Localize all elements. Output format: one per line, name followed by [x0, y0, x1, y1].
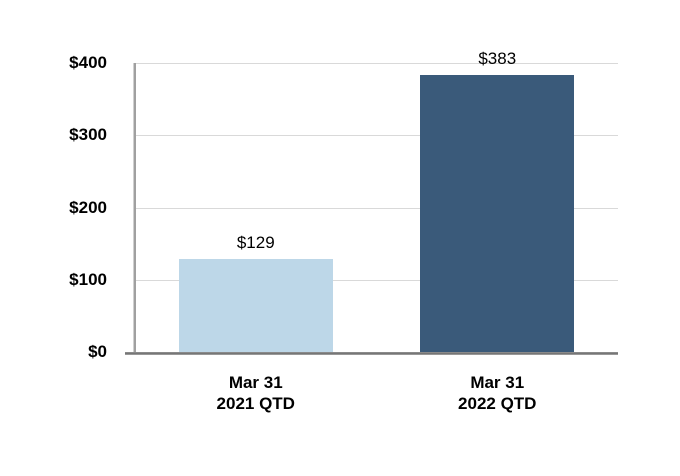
gridline-400 [135, 63, 618, 64]
gridline-200 [135, 207, 618, 209]
bar-value-label-mar-31-2022-qtd: $383 [478, 49, 517, 69]
y-tick-label-400: $400 [69, 53, 107, 72]
y-tick-label-0: $0 [88, 342, 107, 361]
bar-value-label-mar-31-2021-qtd: $129 [236, 232, 275, 252]
x-category-label-line: Mar 31 [470, 373, 525, 392]
x-category-label-line: Mar 31 [228, 373, 283, 392]
y-tick-label-200: $200 [69, 197, 107, 217]
x-category-label-line: 2021 QTD [216, 394, 295, 413]
y-tick-label-300: $300 [69, 125, 107, 145]
x-axis-line [125, 352, 618, 355]
x-category-label-line: 2022 QTD [458, 394, 537, 413]
bar-mar-31-2021-qtd [178, 258, 333, 352]
plot-area [135, 63, 618, 352]
x-category-label-mar-31-2021-qtd: Mar 31 2021 QTD [166, 372, 346, 414]
gridline-300 [135, 135, 618, 137]
gridline-100 [135, 279, 618, 281]
x-category-label-mar-31-2022-qtd: Mar 31 2022 QTD [407, 372, 587, 414]
bar-mar-31-2022-qtd [420, 75, 575, 352]
y-axis-line [133, 63, 136, 355]
y-tick-label-100: $100 [69, 269, 107, 289]
